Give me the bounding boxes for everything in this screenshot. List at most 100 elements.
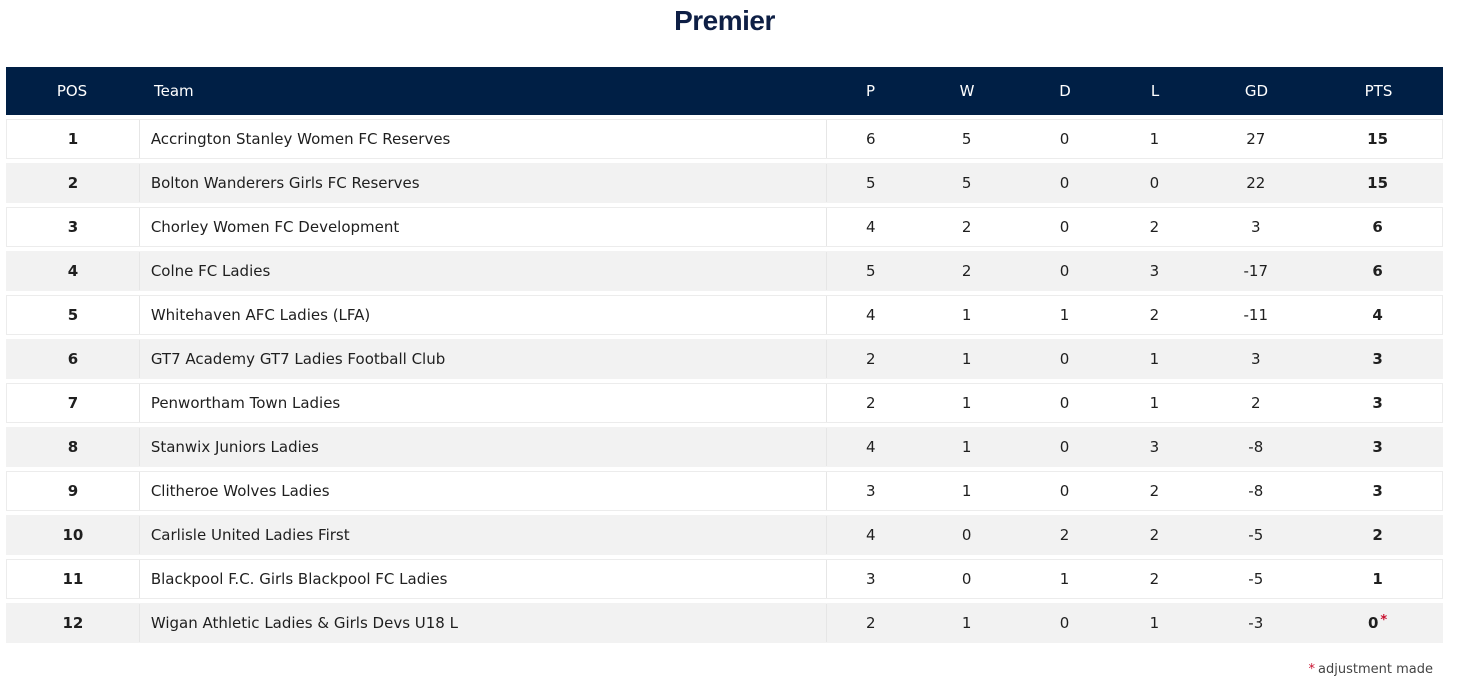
- row-team-name[interactable]: Stanwix Juniors Ladies: [138, 428, 826, 466]
- row-won-value: 2: [961, 262, 972, 280]
- header-won[interactable]: W: [959, 82, 975, 100]
- row-drawn: 0: [1019, 340, 1111, 378]
- row-team-name[interactable]: GT7 Academy GT7 Ladies Football Club: [138, 340, 826, 378]
- row-drawn: 0: [1019, 164, 1111, 202]
- row-drawn: 1: [1019, 560, 1111, 598]
- row-goal-difference-value: -11: [1243, 306, 1269, 324]
- row-played-value: 4: [866, 438, 876, 456]
- table-row[interactable]: 10 Carlisle United Ladies First 4 0 2 2 -5 2: [6, 515, 1443, 555]
- header-team[interactable]: Team: [154, 82, 194, 100]
- row-pos-value: 7: [67, 394, 79, 412]
- row-drawn-value: 0: [1059, 218, 1070, 236]
- row-played: 4: [825, 296, 915, 334]
- row-lost-value: 3: [1149, 438, 1160, 456]
- header-pos[interactable]: POS: [56, 82, 88, 100]
- row-played: 5: [825, 164, 915, 202]
- row-pos: 4: [7, 252, 139, 290]
- row-pos-value: 3: [67, 218, 79, 236]
- row-won: 5: [915, 120, 1019, 158]
- header-drawn[interactable]: D: [1059, 82, 1071, 100]
- table-row[interactable]: 4 Colne FC Ladies 5 2 0 3 -17 6: [6, 251, 1443, 291]
- row-goal-difference-value: 22: [1246, 174, 1266, 192]
- row-drawn-value: 2: [1059, 526, 1070, 544]
- row-won: 0: [915, 516, 1019, 554]
- row-points-value: 6: [1372, 218, 1383, 236]
- row-played: 4: [825, 516, 915, 554]
- row-team-name-value: Accrington Stanley Women FC Reserves: [150, 130, 451, 148]
- table-row[interactable]: 11 Blackpool F.C. Girls Blackpool FC Ladi…: [6, 559, 1443, 599]
- row-pos: 9: [7, 472, 139, 510]
- row-played-value: 6: [866, 130, 876, 148]
- row-drawn: 0: [1019, 252, 1111, 290]
- row-played: 6: [825, 120, 915, 158]
- row-won-value: 5: [961, 130, 972, 148]
- row-lost-value: 1: [1149, 394, 1160, 412]
- row-pos: 3: [7, 208, 139, 246]
- table-row[interactable]: 2 Bolton Wanderers Girls FC Reserves 5 5 0 0 2…: [6, 163, 1443, 203]
- header-goal-difference[interactable]: GD: [1244, 82, 1269, 100]
- row-goal-difference: -11: [1198, 296, 1313, 334]
- row-drawn-value: 1: [1059, 570, 1070, 588]
- row-won: 0: [915, 560, 1019, 598]
- row-pos: 6: [7, 340, 139, 378]
- row-played-value: 2: [866, 350, 876, 368]
- row-team-name[interactable]: Penwortham Town Ladies: [138, 384, 826, 422]
- points-adjustment-marker: *: [1380, 612, 1388, 628]
- row-played: 2: [825, 384, 915, 422]
- row-team-name[interactable]: Wigan Athletic Ladies & Girls Devs U18 L: [138, 604, 826, 642]
- row-points-value: 2: [1372, 526, 1383, 544]
- row-team-name[interactable]: Colne FC Ladies: [138, 252, 826, 290]
- row-lost-value: 2: [1149, 218, 1160, 236]
- row-team-name-value: Carlisle United Ladies First: [150, 526, 350, 544]
- row-pos: 1: [7, 120, 139, 158]
- row-points: 3: [1313, 340, 1442, 378]
- table-row[interactable]: 7 Penwortham Town Ladies 2 1 0 1 2 3: [6, 383, 1443, 423]
- row-goal-difference-value: 3: [1250, 350, 1261, 368]
- row-points: 0 *: [1313, 604, 1442, 642]
- row-won: 1: [915, 384, 1019, 422]
- league-table: POS Team P W D L GD PTS 1 Accrington Stan…: [6, 67, 1443, 643]
- row-drawn-value: 1: [1059, 306, 1070, 324]
- row-points: 15: [1313, 164, 1442, 202]
- header-points[interactable]: PTS: [1364, 82, 1393, 100]
- row-drawn: 1: [1019, 296, 1111, 334]
- table-row[interactable]: 5 Whitehaven AFC Ladies (LFA) 4 1 1 2 -11 4: [6, 295, 1443, 335]
- row-team-name[interactable]: Chorley Women FC Development: [138, 208, 826, 246]
- row-team-name[interactable]: Accrington Stanley Women FC Reserves: [138, 120, 826, 158]
- row-team-name-value: Colne FC Ladies: [150, 262, 271, 280]
- header-lost[interactable]: L: [1150, 82, 1160, 100]
- row-goal-difference-value: 27: [1246, 130, 1266, 148]
- row-goal-difference: -3: [1198, 604, 1313, 642]
- row-pos: 7: [7, 384, 139, 422]
- row-points-value: 3: [1372, 350, 1383, 368]
- row-played: 3: [825, 472, 915, 510]
- row-team-name[interactable]: Whitehaven AFC Ladies (LFA): [138, 296, 826, 334]
- table-row[interactable]: 8 Stanwix Juniors Ladies 4 1 0 3 -8 3: [6, 427, 1443, 467]
- row-team-name[interactable]: Blackpool F.C. Girls Blackpool FC Ladies: [138, 560, 826, 598]
- table-row[interactable]: 3 Chorley Women FC Development 4 2 0 2 3 6: [6, 207, 1443, 247]
- row-goal-difference: 2: [1198, 384, 1313, 422]
- row-drawn: 0: [1019, 604, 1111, 642]
- table-row[interactable]: 1 Accrington Stanley Women FC Reserves 6 5 0…: [6, 119, 1443, 159]
- row-lost: 1: [1110, 384, 1198, 422]
- table-row[interactable]: 12 Wigan Athletic Ladies & Girls Devs U18…: [6, 603, 1443, 643]
- adjustment-marker: *: [1308, 662, 1316, 677]
- row-lost-value: 2: [1149, 482, 1160, 500]
- table-row[interactable]: 9 Clitheroe Wolves Ladies 3 1 0 2 -8 3: [6, 471, 1443, 511]
- row-goal-difference: -5: [1198, 516, 1313, 554]
- row-team-name[interactable]: Clitheroe Wolves Ladies: [138, 472, 826, 510]
- header-played[interactable]: P: [865, 82, 876, 100]
- row-won-value: 1: [961, 350, 972, 368]
- row-drawn-value: 0: [1059, 394, 1070, 412]
- table-row[interactable]: 6 GT7 Academy GT7 Ladies Football Club 2 1 0…: [6, 339, 1443, 379]
- row-lost-value: 3: [1149, 262, 1160, 280]
- row-points: 15: [1313, 120, 1442, 158]
- row-team-name[interactable]: Bolton Wanderers Girls FC Reserves: [138, 164, 826, 202]
- row-pos-value: 12: [62, 614, 84, 632]
- row-played-value: 3: [866, 570, 876, 588]
- row-goal-difference-value: 2: [1250, 394, 1261, 412]
- row-won-value: 0: [961, 570, 972, 588]
- row-goal-difference: -5: [1198, 560, 1313, 598]
- row-team-name[interactable]: Carlisle United Ladies First: [138, 516, 826, 554]
